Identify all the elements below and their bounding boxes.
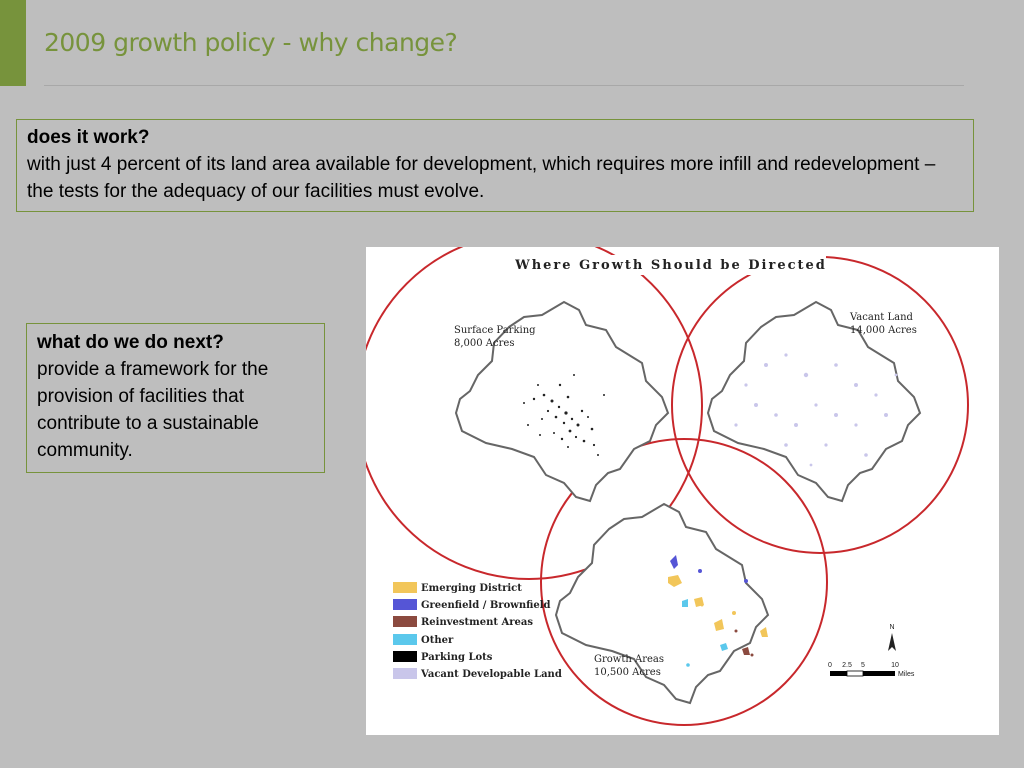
legend-swatch-emerging-district — [393, 582, 417, 593]
legend-label: Other — [421, 635, 454, 646]
does-it-work-box: does it work? with just 4 percent of its… — [16, 119, 974, 212]
map-title: Where Growth Should be Directed — [514, 258, 827, 273]
box-body: with just 4 percent of its land area ava… — [27, 154, 936, 202]
surface-parking-circle — [366, 247, 703, 580]
surface-parking-label: Surface Parking — [454, 325, 536, 336]
growth-areas-circle — [540, 438, 828, 726]
what-next-box: what do we do next? provide a framework … — [26, 323, 325, 473]
slide-title: 2009 growth policy - why change? — [44, 28, 458, 57]
vacant-land-county-map — [707, 301, 921, 502]
scale-tick-label: 0 — [828, 662, 832, 669]
vacant-land-dots — [734, 353, 898, 467]
legend-swatch-parking-lots — [393, 651, 417, 662]
legend-label: Greenfield / Brownfield — [421, 600, 551, 611]
scale-tick-label: 10 — [891, 662, 899, 669]
box-body: provide a framework for the provision of… — [37, 359, 269, 461]
growth-areas-patches — [668, 555, 768, 667]
north-label: N — [889, 624, 894, 631]
legend-label: Emerging District — [421, 583, 522, 594]
scale-tick-label: 5 — [861, 662, 865, 669]
legend-swatch-greenfield-brownfield — [393, 599, 417, 610]
legend-label: Reinvestment Areas — [421, 617, 533, 628]
scale-unit: Miles — [898, 671, 915, 678]
growth-areas-label: Growth Areas — [594, 654, 664, 665]
legend-label: Parking Lots — [421, 652, 493, 663]
legend-swatch-other — [393, 634, 417, 645]
north-arrow-icon: N — [888, 624, 896, 651]
map-legend: Emerging District Greenfield / Brownfiel… — [393, 582, 562, 680]
parking-lots-dots — [523, 374, 605, 456]
legend-swatch-vacant-developable-land — [393, 668, 417, 679]
legend-swatch-reinvestment-areas — [393, 616, 417, 627]
growth-map: Where Growth Should be Directed — [366, 247, 999, 735]
box-heading: what do we do next? — [37, 332, 224, 353]
title-divider — [44, 85, 964, 86]
scale-tick-label: 2.5 — [842, 662, 852, 669]
growth-map-figure: Where Growth Should be Directed — [366, 247, 969, 726]
surface-parking-county-map — [455, 301, 669, 502]
vacant-land-label: Vacant Land — [849, 312, 914, 323]
growth-areas-acres: 10,500 Acres — [594, 667, 661, 678]
vacant-land-acres: 14,000 Acres — [850, 325, 917, 336]
growth-areas-county-map — [555, 503, 769, 704]
accent-bar — [0, 0, 26, 86]
map-title-backdrop — [516, 255, 826, 275]
surface-parking-acres: 8,000 Acres — [454, 338, 514, 349]
scale-bar: 0 2.5 5 10 Miles — [828, 662, 915, 678]
legend-label: Vacant Developable Land — [420, 669, 562, 680]
box-heading: does it work? — [27, 127, 150, 148]
